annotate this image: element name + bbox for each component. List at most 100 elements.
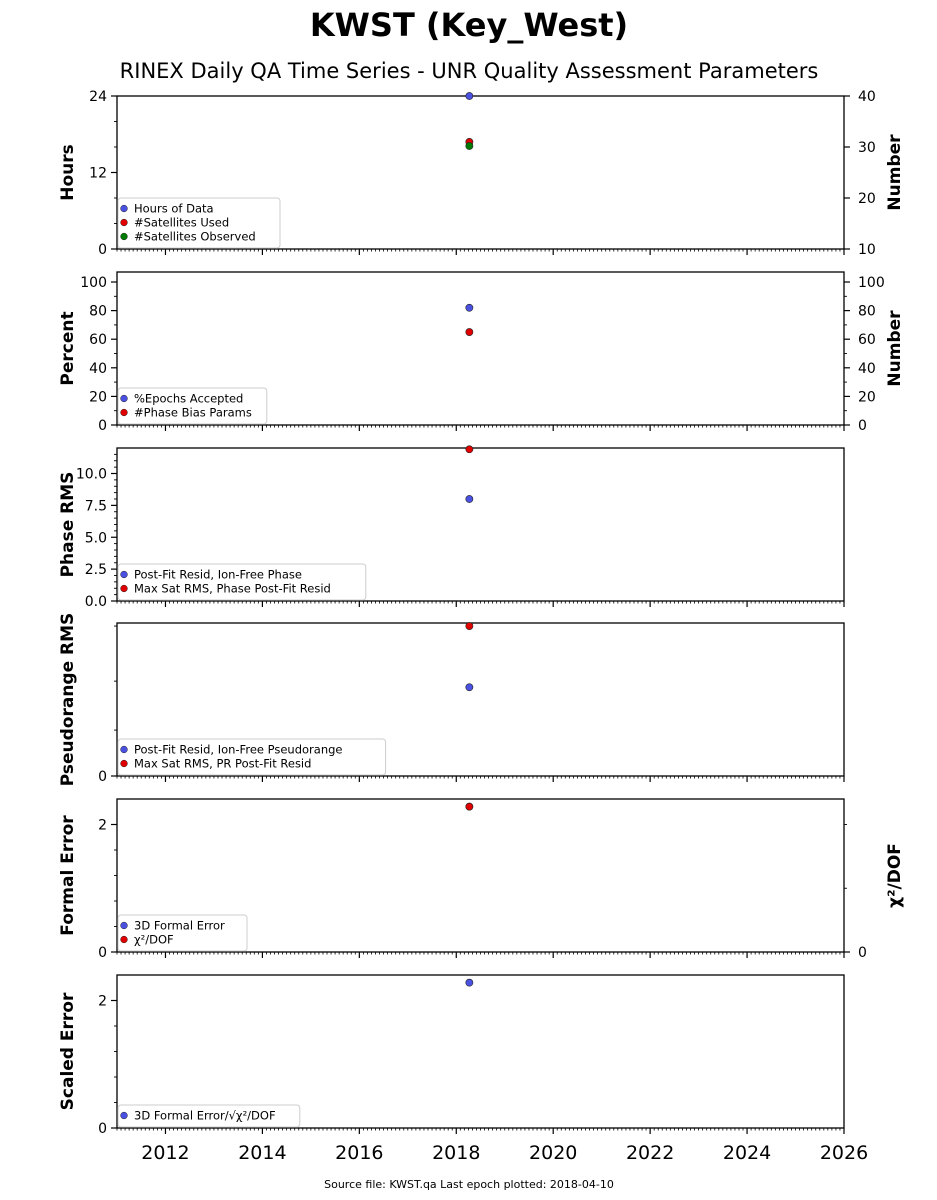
y-axis-label: Pseudorange RMS (58, 613, 78, 787)
y-tick-label: 0 (98, 945, 107, 961)
x-tick-label: 2018 (432, 1142, 480, 1164)
legend-entry: #Satellites Observed (134, 230, 256, 244)
legend-box (117, 387, 268, 425)
x-tick-label: 2024 (723, 1142, 771, 1164)
legend-marker (120, 1111, 128, 1120)
legend-entry: %Epochs Accepted (134, 392, 243, 406)
legend-entry: #Satellites Used (134, 216, 229, 230)
data-point (465, 683, 474, 692)
legend-entry: Max Sat RMS, Phase Post-Fit Resid (134, 582, 331, 596)
legend-box (117, 563, 367, 601)
y-tick-label: 24 (89, 89, 107, 105)
legend-marker (120, 408, 128, 417)
legend-marker (120, 584, 128, 593)
legend-marker (120, 204, 128, 213)
x-tick-label: 2016 (335, 1142, 383, 1164)
legend-marker (120, 394, 128, 403)
y-tick-label: 5.0 (85, 530, 107, 546)
y-tick-label: 100 (80, 275, 107, 291)
x-tick-labels: 2012 2014 2016 2018 2020 2022 2024 2026 (141, 1142, 868, 1164)
y-tick-label: 2.5 (85, 562, 107, 578)
y-tick-label: 20 (89, 389, 107, 405)
y-tick-label: 0 (98, 769, 107, 785)
legend-box (117, 914, 248, 952)
y-axis-label: Percent (58, 311, 78, 385)
y-tick-label: 80 (89, 304, 107, 320)
legend-entry: Hours of Data (134, 202, 214, 216)
y2-tick-label: 100 (858, 275, 885, 291)
panel-4: 0 Pseudorange RMS Post-Fit Resid, Ion-Free… (58, 613, 845, 787)
legend-entry: 3D Formal Error (134, 919, 225, 933)
y-tick-label: 0.0 (85, 594, 107, 610)
legend: 3D Formal Error/√χ²/DOF (117, 1104, 301, 1128)
y2-tick-label: 30 (858, 140, 876, 156)
x-tick-label: 2026 (820, 1142, 868, 1164)
y-axis-label: Phase RMS (58, 472, 78, 578)
data-point (465, 978, 474, 987)
legend-box (117, 1104, 301, 1128)
data-point (465, 445, 474, 454)
y2-tick-label: 40 (858, 89, 876, 105)
legend-box (117, 197, 281, 249)
data-point (465, 92, 474, 100)
legend-entry: Post-Fit Resid, Ion-Free Phase (134, 568, 302, 582)
y-tick-label: 7.5 (85, 498, 107, 514)
y-axis-label: Hours (58, 144, 78, 201)
y-axis-label: Formal Error (58, 815, 78, 936)
y2-tick-label: 60 (858, 332, 876, 348)
legend: Post-Fit Resid, Ion-Free PseudorangeMax … (117, 738, 387, 776)
legend-entry: Max Sat RMS, PR Post-Fit Resid (134, 757, 311, 771)
legend-box (117, 738, 387, 776)
data-point (465, 142, 474, 150)
y2-tick-label: 0 (858, 945, 867, 961)
data-point (465, 495, 474, 503)
y2-tick-label: 40 (858, 361, 876, 377)
y-tick-label: 2 (98, 818, 107, 834)
figure-footer: Source file: KWST.qa Last epoch plotted:… (324, 1178, 614, 1191)
x-tick-label: 2022 (626, 1142, 674, 1164)
y-tick-label: 0 (98, 1121, 107, 1137)
data-point (465, 802, 474, 811)
legend-entry: #Phase Bias Params (134, 406, 252, 420)
legend-marker (120, 759, 128, 768)
panel-2: 0 20 40 60 80 100 Percent 0 20 40 60 80 100 Number %Ep… (58, 271, 905, 434)
y2-tick-label: 20 (858, 191, 876, 207)
figure-subtitle: RINEX Daily QA Time Series - UNR Quality… (120, 59, 819, 83)
y2-tick-label: 80 (858, 304, 876, 320)
y2-tick-label: 0 (858, 418, 867, 434)
data-point (465, 303, 474, 312)
panel-6: 0 2 Scaled Error 3D Formal Error/√χ²/DOF (58, 974, 845, 1137)
x-tick-label: 2020 (529, 1142, 577, 1164)
y2-axis-label: Number (885, 310, 905, 387)
legend-marker (120, 921, 128, 930)
y2-axis-label: χ²/DOF (885, 843, 905, 908)
x-tick-label: 2012 (141, 1142, 189, 1164)
legend-marker (120, 935, 128, 944)
legend-marker (120, 232, 128, 241)
legend: %Epochs Accepted#Phase Bias Params (117, 387, 268, 425)
y-tick-label: 0 (98, 242, 107, 258)
data-point (465, 622, 474, 630)
figure-title: KWST (Key_West) (310, 6, 628, 44)
legend-entry: χ²/DOF (134, 933, 174, 947)
legend-marker (120, 570, 128, 579)
y-axis-label: Scaled Error (58, 992, 78, 1110)
y-tick-label: 60 (89, 332, 107, 348)
y-tick-label: 12 (89, 166, 107, 182)
y2-tick-label: 20 (858, 389, 876, 405)
y-tick-label: 2 (98, 994, 107, 1010)
y-tick-label: 0 (98, 418, 107, 434)
y2-tick-label: 10 (858, 242, 876, 258)
legend-marker (120, 218, 128, 227)
y-tick-label: 40 (89, 361, 107, 377)
legend-marker (120, 745, 128, 754)
legend-entry: Post-Fit Resid, Ion-Free Pseudorange (134, 743, 342, 757)
legend-entry: 3D Formal Error/√χ²/DOF (134, 1109, 276, 1123)
data-point (465, 328, 474, 336)
